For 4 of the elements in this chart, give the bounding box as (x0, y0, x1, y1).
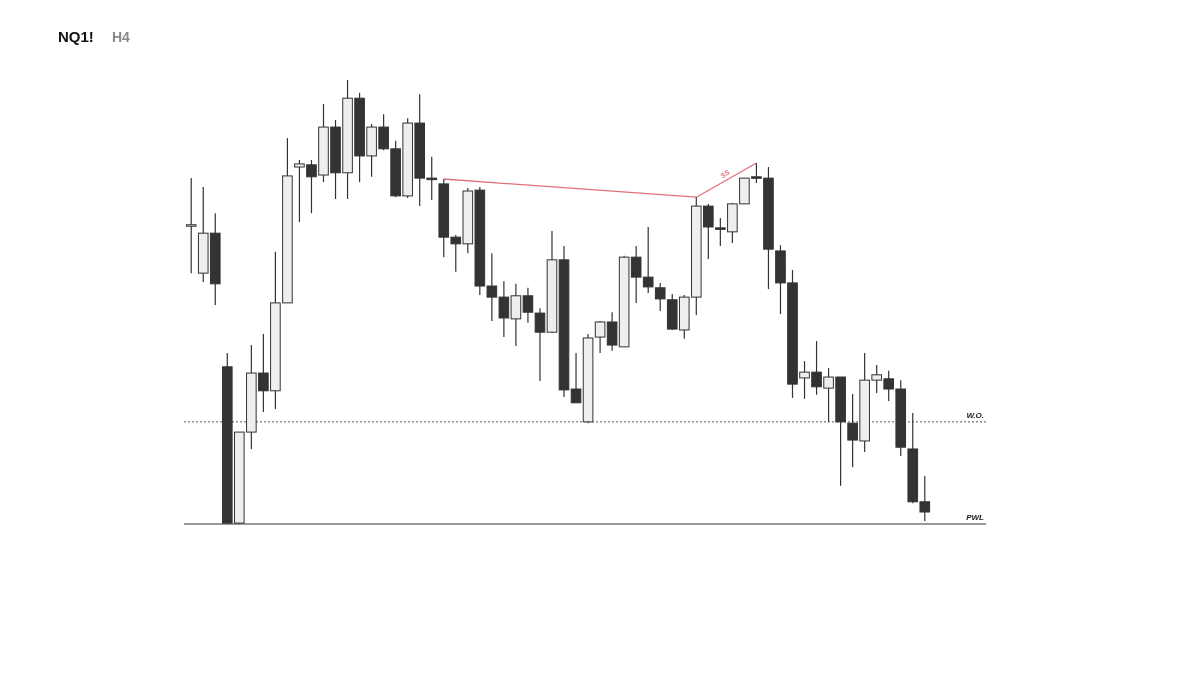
ref-line-label: PWL (966, 513, 985, 522)
chart-subtitle: H4 (112, 29, 131, 45)
chart-title: NQ1! (58, 28, 94, 45)
ref-line-label: W.O. (966, 410, 984, 420)
